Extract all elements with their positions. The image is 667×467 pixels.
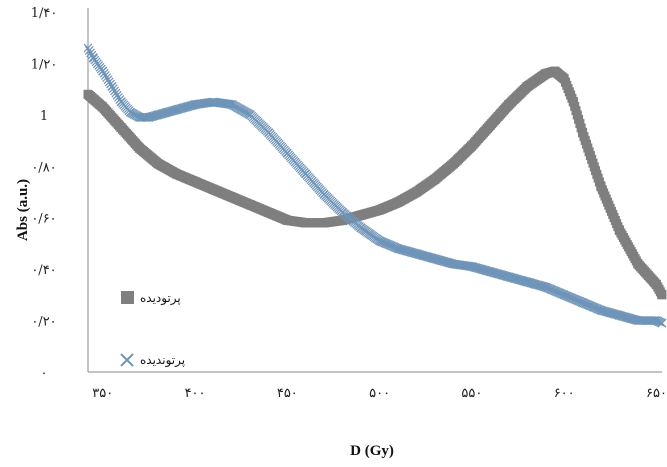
x-tick-label: ۵۰۰ (369, 386, 390, 401)
data-point (104, 77, 114, 87)
data-point (102, 73, 112, 83)
data-point (83, 43, 93, 53)
series-2 (83, 43, 667, 328)
data-point (657, 290, 667, 300)
x-tick-label: ۵۵۰ (461, 386, 482, 401)
data-point (86, 48, 96, 58)
data-point (115, 95, 125, 104)
data-point (114, 92, 123, 102)
x-tick-label: ۴۰۰ (185, 386, 206, 401)
legend-label: پرتودیده (140, 291, 181, 306)
data-point (112, 90, 122, 100)
data-point (107, 82, 117, 91)
y-tick-label: ۰/۴۰ (31, 263, 56, 278)
data-point (103, 75, 113, 85)
y-tick-label: 1/۲۰ (31, 57, 58, 72)
legend-label: پرتونديده (140, 353, 185, 368)
data-point (100, 71, 110, 80)
chart-axes (87, 8, 662, 373)
y-axis-title: Abs (a.u.) (15, 179, 31, 241)
x-tick-label: ۶۵۰ (646, 386, 667, 401)
legend-item: پرتونديده (120, 353, 185, 368)
data-point (99, 68, 109, 78)
x-axis-title: D (Gy) (350, 443, 394, 459)
chart-series-layer (83, 43, 667, 328)
chart-tick-layer: ۳۵۰ ۴۰۰ ۴۵۰ ۵۰۰ ۵۵۰ ۶۰۰ ۶۵۰ ۰ ۰/۲۰ ۰/۴۰ ۰/۶۰ ۰/۸۰ 1 1… (31, 6, 667, 401)
data-point (657, 318, 667, 328)
y-tick-label: ۰/۶۰ (31, 212, 56, 227)
legend-swatch (120, 353, 134, 367)
data-point (108, 84, 118, 94)
x-tick-label: ۴۵۰ (277, 386, 298, 401)
y-tick-label: ۰/۸۰ (31, 160, 56, 175)
y-tick-label: 1 (40, 109, 48, 124)
legend-item: پرتودیده (121, 291, 181, 306)
y-tick-label: ۰ (41, 366, 48, 381)
data-point (106, 79, 115, 89)
x-tick-label: ۳۵۰ (92, 386, 113, 401)
data-point (111, 88, 121, 98)
x-tick-label: ۶۰۰ (554, 386, 575, 401)
data-point (110, 86, 120, 96)
y-tick-label: 1/۴۰ (31, 6, 58, 21)
data-point (98, 66, 108, 76)
chart-legend: پرتودیده پرتونديده (120, 291, 185, 368)
series-1 (83, 66, 667, 300)
y-tick-label: ۰/۲۰ (31, 315, 56, 330)
legend-swatch (121, 291, 134, 304)
data-point (84, 45, 94, 55)
